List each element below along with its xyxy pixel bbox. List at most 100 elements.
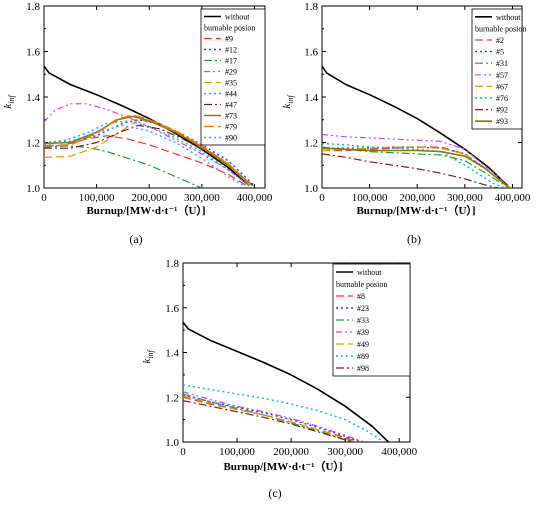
y-tick-label: 1.6: [165, 303, 179, 315]
series-line-92: [322, 153, 499, 188]
legend-label: #31: [496, 59, 508, 68]
legend-box: [200, 8, 266, 146]
legend-label: #93: [496, 117, 508, 126]
y-axis-title-sub: inf: [146, 349, 155, 359]
y-tick-label: 1.6: [26, 47, 40, 59]
legend-label: #47: [225, 101, 237, 110]
series-line-47: [44, 124, 254, 187]
legend-label: #49: [357, 340, 369, 349]
panel-label: (c): [268, 486, 281, 500]
series-line-49: [183, 395, 358, 442]
series-line-9: [44, 135, 247, 187]
y-axis-title-sub: inf: [7, 94, 16, 104]
x-tick-label: 300,000: [327, 446, 363, 458]
x-axis-title: Burnup/[MW·d·t⁻¹（U）]: [86, 204, 205, 217]
y-axis-title-sub: inf: [286, 94, 295, 104]
y-tick-label: 1.2: [26, 138, 40, 150]
panel-label: (b): [407, 232, 421, 246]
series-group: [322, 65, 511, 188]
series-group: [44, 65, 255, 188]
legend-label: #44: [225, 90, 237, 99]
legend-label: #23: [357, 304, 369, 313]
legend-label: #92: [496, 106, 508, 115]
legend-label: without: [225, 13, 250, 22]
x-axis-title: Burnup/[MW·d·t⁻¹（U）]: [223, 460, 342, 473]
legend-label: #67: [496, 82, 508, 91]
y-tick-label: 1.6: [304, 47, 318, 59]
legend-label: #35: [225, 79, 237, 88]
series-line-without-burnable-posion: [322, 65, 509, 187]
y-axis-title-main: k: [141, 358, 153, 364]
legend-label: #76: [496, 94, 508, 103]
legend-label: #39: [357, 328, 369, 337]
legend-label: #2: [496, 36, 504, 45]
y-tick-label: 1.0: [165, 437, 179, 449]
panel-c: 1.0 1.2 1.4 1.6 1.8 0 100,000 200,000 300,000 400…: [141, 258, 418, 500]
panel-a: 1.0 1.2 1.4 1.6 1.8 0 100,000 200,000 300,000 400…: [2, 1, 273, 246]
legend-box: [332, 263, 411, 377]
x-tick-label: 200,000: [399, 192, 435, 204]
y-axis-title-main: k: [281, 103, 293, 109]
series-line-23: [183, 394, 362, 442]
series-line-89: [183, 384, 385, 442]
legend-label: #12: [225, 46, 237, 55]
series-line-without-burnable-posion: [44, 65, 250, 187]
x-tick-label: 400,000: [237, 192, 273, 204]
x-tick-label: 100,000: [219, 446, 255, 458]
y-tick-label: 1.4: [165, 348, 179, 360]
series-line-29: [44, 103, 250, 187]
y-tick-label: 1.0: [304, 183, 318, 195]
series-line-93: [322, 147, 511, 188]
y-axis-title: kinf: [2, 94, 16, 109]
y-tick-label: 1.8: [304, 1, 318, 13]
y-tick-label: 1.8: [165, 258, 179, 270]
legend-label: #33: [357, 316, 369, 325]
series-line-67: [322, 146, 510, 188]
series-line-90: [44, 124, 245, 187]
legend-label: #9: [225, 35, 233, 44]
series-line-98: [183, 400, 354, 442]
legend-label: without: [357, 268, 382, 277]
legend-label: #89: [357, 352, 369, 361]
panel-label: (a): [129, 232, 142, 246]
y-tick-label: 1.4: [304, 92, 318, 104]
legend-label: #17: [225, 57, 237, 66]
y-tick-label: 1.2: [165, 392, 179, 404]
legend-label: #90: [225, 134, 237, 143]
series-line-76: [322, 142, 506, 188]
x-tick-label: 200,000: [273, 446, 309, 458]
y-tick-label: 1.2: [304, 138, 318, 150]
series-line-2: [322, 146, 510, 188]
legend-label: #5: [496, 48, 504, 57]
legend-label: #98: [357, 364, 369, 373]
x-axis-title: Burnup/[MW·d·t⁻¹（U）]: [356, 204, 475, 217]
y-axis-title-main: k: [2, 103, 14, 109]
y-tick-label: 1.0: [26, 183, 40, 195]
legend-label: #29: [225, 68, 237, 77]
series-line-79: [44, 114, 253, 187]
x-tick-label: 100,000: [352, 192, 388, 204]
series-line-5: [322, 146, 510, 188]
x-tick-label: 0: [180, 446, 186, 458]
legend-label: without: [496, 13, 521, 22]
legend-label: burnable posion: [204, 24, 255, 33]
legend-label: #57: [496, 71, 508, 80]
legend-label: #8: [357, 292, 365, 301]
series-line-17: [44, 145, 203, 188]
series-group: [183, 321, 389, 442]
x-tick-label: 0: [319, 192, 325, 204]
y-axis-title: kinf: [281, 94, 295, 109]
x-tick-label: 100,000: [79, 192, 115, 204]
series-line-31: [322, 146, 511, 188]
series-line-39: [183, 391, 365, 442]
x-tick-label: 400,000: [495, 192, 531, 204]
x-tick-label: 400,000: [381, 446, 417, 458]
series-line-without-burnable-posion: [183, 321, 389, 442]
y-tick-label: 1.4: [26, 92, 40, 104]
legend-label: burnable posion: [475, 24, 526, 33]
x-tick-label: 200,000: [131, 192, 167, 204]
y-axis-title: kinf: [141, 349, 155, 364]
panel-b: 1.0 1.2 1.4 1.6 1.8 0 100,000 200,000 300,000 400…: [281, 1, 531, 246]
x-tick-label: 300,000: [184, 192, 220, 204]
